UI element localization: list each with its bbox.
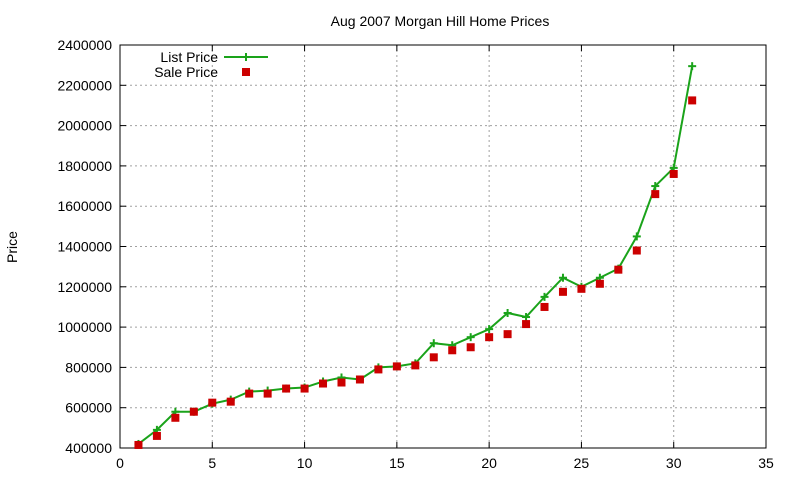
y-tick-label: 800000 [65,359,112,375]
sale-price-point [651,190,660,199]
grid [120,45,766,448]
y-axis-label: Price [4,231,20,263]
x-tick-label: 5 [208,455,216,471]
x-tick-label: 35 [758,455,774,471]
y-tick-label: 1600000 [57,198,112,214]
sale-price-point [263,389,272,398]
sale-price-point [208,398,217,407]
tick-labels: 0 5 10 15 20 25 30 35 400000 600000 800000 1000000 1… [57,37,774,471]
list-price-point [503,308,512,317]
x-tick-label: 10 [297,455,313,471]
y-tick-label: 1000000 [57,319,112,335]
sale-price-point [632,246,641,255]
sale-price-point [392,362,401,371]
list-price-point [558,273,567,282]
sale-price-point [540,302,549,311]
x-tick-label: 15 [389,455,405,471]
chart-title: Aug 2007 Morgan Hill Home Prices [331,13,550,29]
sale-price-point [319,379,328,388]
list-price-point [485,325,494,334]
sale-price-point [152,431,161,440]
sale-price-point [337,378,346,387]
sale-price-point [189,407,198,416]
y-tick-label: 400000 [65,440,112,456]
y-tick-label: 2200000 [57,77,112,93]
y-tick-label: 600000 [65,400,112,416]
sale-price-point [226,397,235,406]
list-price-line [137,65,694,445]
sale-price-point [134,440,143,449]
legend-item-list-price: List Price [160,49,268,65]
sale-price-point [355,375,364,384]
series-list-price [134,62,697,448]
x-tick-label: 20 [481,455,497,471]
sale-price-point [688,96,697,105]
sale-price-point [245,389,254,398]
sale-price-point [466,343,475,352]
sale-price-point [411,361,420,370]
legend-label: Sale Price [154,64,218,80]
list-price-point [688,62,697,71]
sale-price-point [577,284,586,293]
sale-price-point [374,365,383,374]
sale-price-point [485,333,494,342]
legend-item-sale-price: Sale Price [154,64,250,80]
sale-price-point [429,353,438,362]
list-price-point [632,232,641,241]
x-tick-label: 25 [574,455,590,471]
y-tick-label: 1400000 [57,239,112,255]
sale-price-point [614,265,623,274]
list-price-point [466,333,475,342]
y-tick-label: 2000000 [57,118,112,134]
sale-price-point [558,287,567,296]
axes [119,44,767,449]
sale-price-point [595,279,604,288]
y-tick-label: 1800000 [57,158,112,174]
sale-price-point [522,320,531,329]
y-tick-label: 2400000 [57,37,112,53]
list-price-point [651,182,660,191]
series-sale-price [134,96,697,449]
sale-price-point [448,346,457,355]
list-price-point [522,313,531,322]
sale-price-point [300,384,309,393]
list-price-point [540,292,549,301]
list-price-point [429,339,438,348]
legend-plus-marker [242,53,250,61]
legend-label: List Price [160,49,218,65]
sale-price-point [171,413,180,422]
legend-square-marker [242,68,250,76]
sale-price-point [669,169,678,178]
sale-price-point [282,384,291,393]
y-tick-label: 1200000 [57,279,112,295]
x-tick-label: 0 [116,455,124,471]
series [134,62,697,449]
sale-price-point [503,330,512,339]
x-tick-label: 30 [666,455,682,471]
